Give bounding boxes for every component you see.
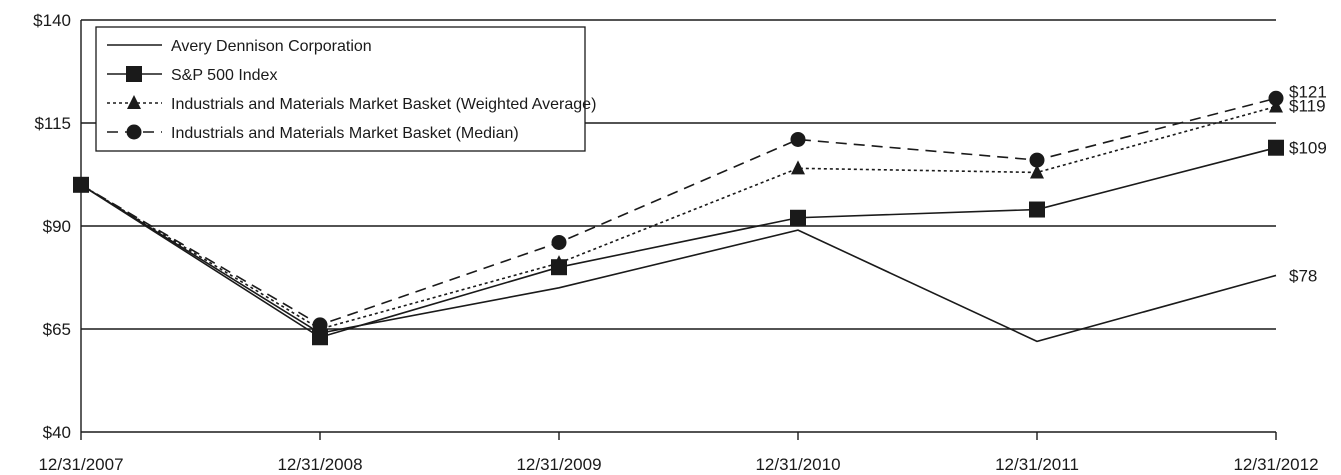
- series-line: [80, 97, 1277, 326]
- x-tick-label: 12/31/2008: [277, 455, 362, 474]
- legend: Avery Dennison Corporation S&P 500 Index I…: [95, 26, 596, 152]
- circle-marker: [551, 234, 567, 250]
- tick-labels: $40 $65 $90 $115 $140 12/31/2007 12/31/2008 12/…: [33, 11, 1318, 474]
- y-tick-label: $115: [34, 114, 71, 133]
- series-line: [80, 105, 1277, 330]
- circle-marker: [1029, 152, 1045, 168]
- triangle-marker: [127, 95, 141, 109]
- end-labels: $78 $109 $119$121: [1289, 82, 1327, 285]
- y-tick-label: $40: [43, 423, 71, 442]
- triangle-marker: [791, 160, 805, 175]
- x-tick-label: 12/31/2010: [755, 455, 840, 474]
- axes: [80, 20, 1277, 440]
- circle-marker: [73, 177, 89, 193]
- series-line: [80, 146, 1277, 339]
- square-marker: [1029, 201, 1045, 218]
- end-value-label: $109: [1289, 139, 1327, 158]
- series-line: [80, 184, 1277, 343]
- square-marker: [1268, 139, 1284, 156]
- series-3: [73, 90, 1284, 333]
- series-group: [73, 90, 1284, 346]
- square-marker: [126, 66, 142, 82]
- circle-marker: [312, 317, 328, 333]
- y-tick-label: $65: [43, 320, 71, 339]
- end-value-label: $121: [1289, 82, 1327, 101]
- legend-entry-label: Industrials and Materials Market Basket …: [171, 125, 519, 142]
- triangle-marker: [1030, 164, 1044, 179]
- x-tick-label: 12/31/2012: [1233, 455, 1318, 474]
- y-tick-label: $90: [43, 217, 71, 236]
- legend-entry-label: S&P 500 Index: [171, 67, 277, 84]
- legend-entry-label: Industrials and Materials Market Basket …: [171, 96, 596, 113]
- legend-entry-label: Avery Dennison Corporation: [171, 38, 372, 55]
- series-1: [73, 139, 1284, 346]
- y-tick-label: $140: [33, 11, 71, 30]
- x-tick-label: 12/31/2011: [995, 455, 1079, 474]
- x-tick-label: 12/31/2009: [516, 455, 601, 474]
- series-0: [80, 184, 1277, 343]
- circle-marker: [126, 124, 142, 140]
- triangle-marker: [552, 255, 566, 270]
- end-value-label: $119: [1289, 97, 1326, 116]
- circle-marker: [1268, 90, 1284, 106]
- end-value-label: $78: [1289, 266, 1317, 285]
- circle-marker: [790, 131, 806, 147]
- x-tick-label: 12/31/2007: [38, 455, 123, 474]
- legend-box: [95, 26, 586, 152]
- square-marker: [790, 209, 806, 226]
